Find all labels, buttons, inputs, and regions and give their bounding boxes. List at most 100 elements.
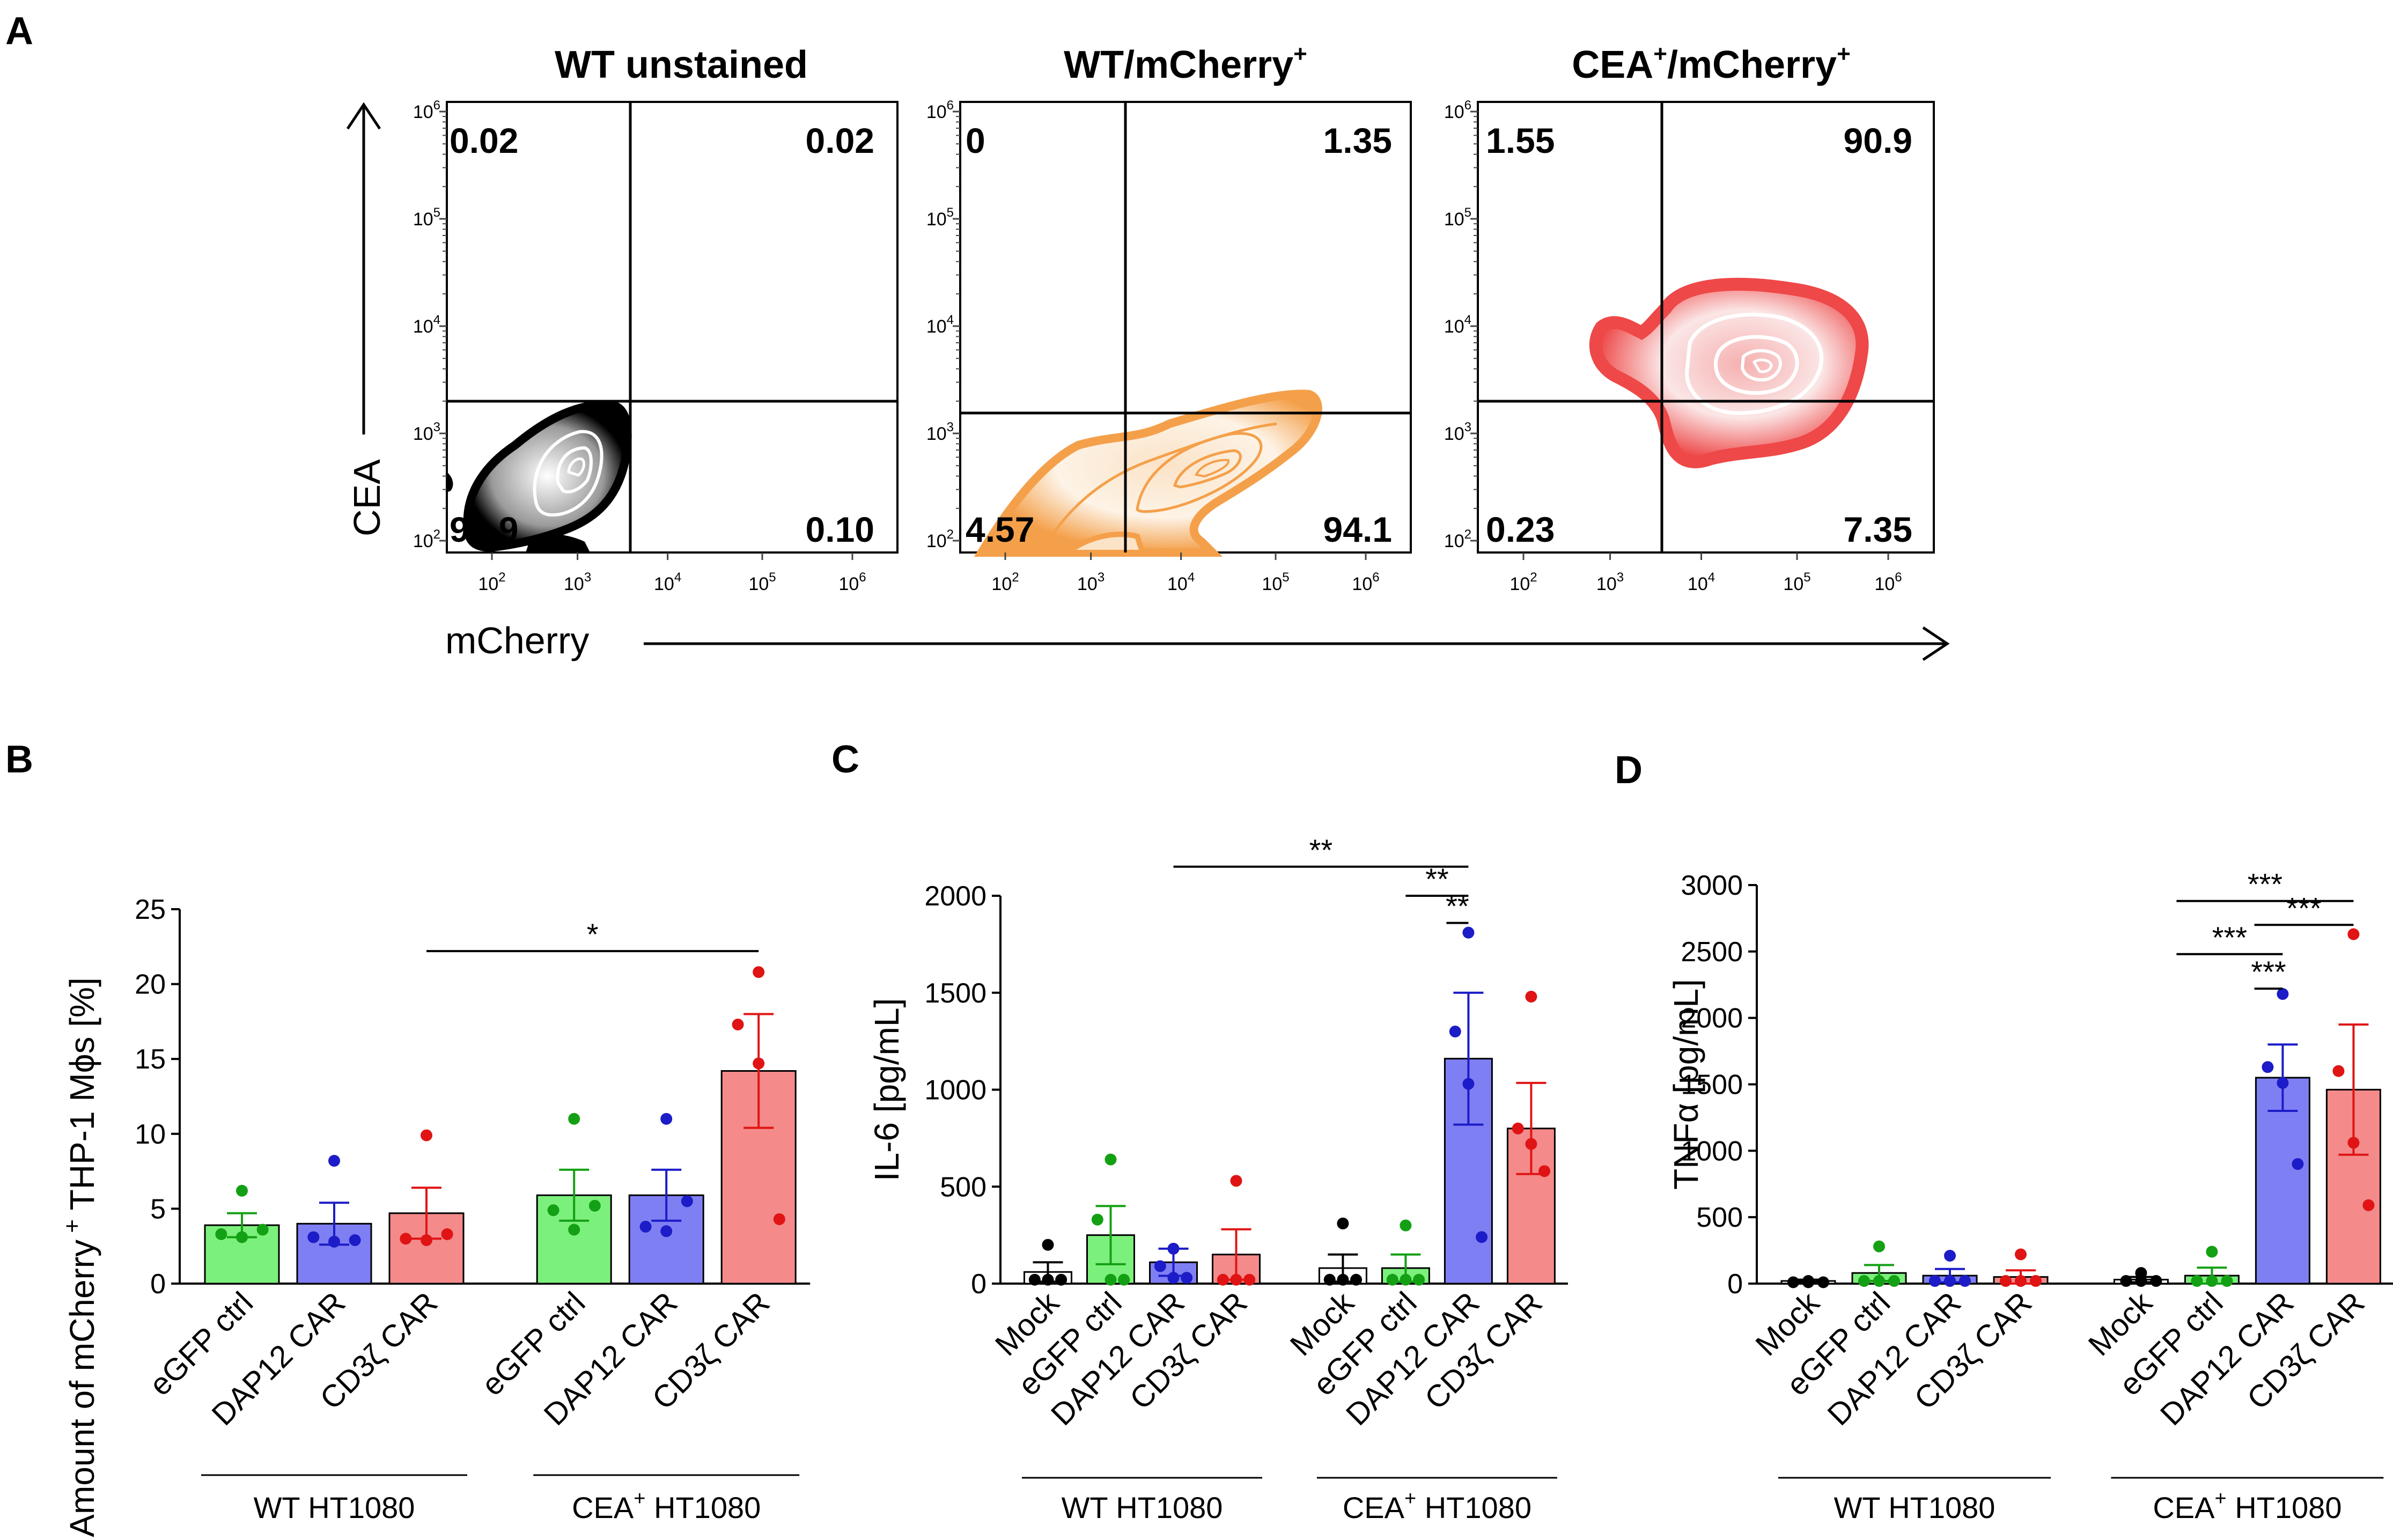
data-point (1118, 1273, 1130, 1286)
data-point (1028, 1273, 1041, 1286)
flow-y-arrow-head (346, 102, 381, 130)
data-point (421, 1129, 432, 1141)
flow-density-contours (447, 400, 632, 552)
y-tick-label: 0 (1727, 1269, 1743, 1300)
quadrant-upper-left: 1.55 (1486, 121, 1555, 160)
data-point (568, 1224, 580, 1236)
data-point (1525, 1138, 1537, 1150)
bar (2255, 1077, 2310, 1285)
data-point (1181, 1272, 1193, 1284)
flow-y-tick-label: 103 (1444, 420, 1471, 444)
y-tick-label: 20 (135, 969, 166, 1000)
group-label: WT HT1080 (254, 1491, 415, 1524)
flow-y-tick-label: 103 (413, 420, 440, 444)
data-point (1167, 1272, 1180, 1284)
data-point (1476, 1231, 1488, 1243)
data-point (2347, 1137, 2360, 1149)
quadrant-lower-left: 0.23 (1486, 510, 1555, 549)
data-point (1888, 1275, 1900, 1287)
data-point (2150, 1275, 2162, 1287)
flow-x-tick-label: 105 (1262, 570, 1289, 594)
flow-y-tick-label: 104 (1444, 313, 1471, 337)
data-point (1873, 1240, 1885, 1252)
data-point (2206, 1246, 2218, 1258)
data-point (1337, 1273, 1349, 1286)
y-tick-label: 500 (1696, 1202, 1743, 1233)
flow-y-tick-label: 105 (1444, 205, 1471, 230)
flow-x-tick-label: 106 (1352, 570, 1379, 594)
data-point (732, 1018, 744, 1030)
flow-cytometry-panel: CEA mCherry WT unstained 0.02 0.02 99.9 (346, 41, 1950, 661)
y-tick-label: 0 (971, 1269, 986, 1300)
significance-label: *** (2212, 920, 2247, 954)
quadrant-lower-right: 94.1 (1323, 510, 1392, 549)
flow-x-tick-label: 103 (564, 570, 591, 594)
data-point (2120, 1275, 2132, 1287)
data-point (1055, 1273, 1067, 1286)
data-point (681, 1195, 693, 1207)
flow-subplot-cea-mcherry: CEA+/mCherry+ 1.55 90.9 0.23 7.35 102 102… (1444, 41, 1935, 594)
data-point (2221, 1275, 2233, 1287)
flow-y-tick-label: 102 (413, 527, 440, 551)
data-point (1538, 1165, 1551, 1177)
data-point (2015, 1275, 2027, 1287)
flow-y-tick-label: 106 (1444, 98, 1471, 122)
significance-label: * (587, 917, 599, 951)
flow-x-tick-label: 103 (1596, 570, 1624, 594)
significance-label: *** (2286, 891, 2321, 925)
group-label: CEA+ HT1080 (572, 1487, 761, 1524)
data-point (639, 1220, 652, 1233)
quadrant-lower-left: 99.9 (450, 510, 518, 549)
quadrant-upper-right: 90.9 (1844, 121, 1912, 160)
y-tick-label: 2500 (1681, 937, 1743, 968)
y-tick-label: 15 (135, 1044, 166, 1075)
flow-y-tick-label: 104 (926, 313, 954, 337)
significance-label: *** (2248, 867, 2282, 901)
data-point (1959, 1275, 1971, 1287)
y-tick-label: 0 (150, 1269, 166, 1300)
data-point (215, 1228, 227, 1240)
y-tick-label: 5 (150, 1193, 166, 1225)
data-point (547, 1204, 559, 1217)
panel-label-a: A (5, 10, 33, 53)
flow-density-contours (1589, 278, 1869, 468)
data-point (2362, 1199, 2375, 1211)
data-point (1512, 1122, 1524, 1134)
flow-plot-frame (1477, 101, 1935, 554)
data-point (1525, 990, 1537, 1003)
data-point (753, 1057, 765, 1070)
data-point (1217, 1273, 1229, 1286)
data-point (2000, 1275, 2012, 1287)
flow-x-tick-label: 104 (654, 570, 681, 594)
data-point (421, 1234, 432, 1247)
quadrant-lower-left: 4.57 (966, 510, 1034, 549)
data-point (1462, 926, 1475, 939)
data-point (236, 1184, 248, 1197)
panel-label-c: C (831, 738, 859, 781)
panel-label-d: D (1615, 749, 1643, 792)
flow-subplot-wt-unstained: WT unstained 0.02 0.02 99.9 0.10 102 102 1… (413, 43, 899, 594)
y-tick-label: 10 (135, 1119, 166, 1150)
data-point (2292, 1158, 2304, 1170)
data-point (1105, 1273, 1117, 1286)
data-point (1042, 1239, 1054, 1251)
data-point (2277, 1077, 2289, 1089)
y-tick-label: 1000 (1681, 1136, 1743, 1167)
data-point (1243, 1273, 1256, 1286)
data-point (2191, 1275, 2203, 1287)
quadrant-lower-right: 7.35 (1844, 510, 1912, 549)
flow-x-tick-label: 102 (1510, 570, 1537, 594)
data-point (1323, 1273, 1336, 1286)
y-tick-label: 500 (940, 1171, 986, 1203)
quadrant-upper-left: 0 (966, 121, 985, 160)
data-point (1858, 1275, 1870, 1287)
y-tick-label: 1000 (924, 1075, 986, 1106)
y-tick-label: 2000 (924, 881, 986, 912)
data-point (1929, 1275, 1941, 1287)
y-axis-label: TNFα [pg/mL] (1667, 979, 1705, 1190)
data-point (773, 1213, 785, 1225)
flow-x-tick-label: 102 (478, 570, 505, 594)
data-point (588, 1199, 601, 1212)
data-point (1386, 1273, 1398, 1286)
